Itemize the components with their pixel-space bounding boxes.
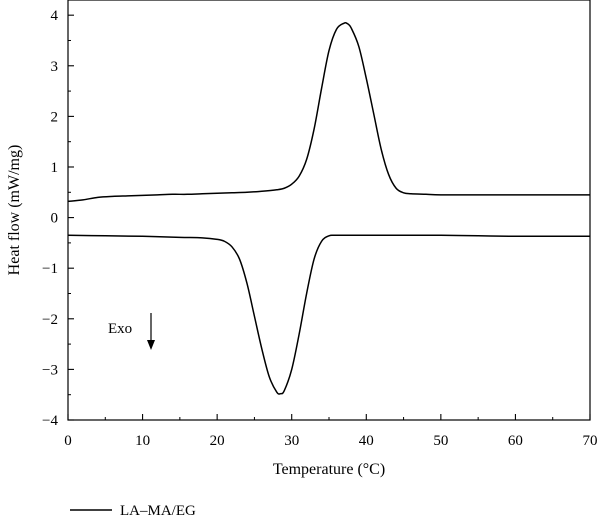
y-tick-label: 3: [51, 59, 59, 75]
series-line-cooling: [67, 234, 590, 395]
y-tick-label: 4: [51, 8, 59, 24]
legend: LA–MA/EG: [70, 503, 196, 519]
x-tick-label: 70: [583, 433, 598, 449]
down-arrow-icon: [147, 340, 155, 350]
y-tick-label: −2: [42, 312, 58, 328]
x-tick-label: 20: [210, 433, 225, 449]
x-tick-label: 10: [135, 433, 150, 449]
axis-ticks: 0 10 20 30 40 50 60 70 −4 −3 −2 −1 0 1 2 3 4: [42, 8, 597, 449]
y-tick-label: −1: [42, 261, 58, 277]
legend-label: LA–MA/EG: [120, 503, 196, 519]
y-tick-label: 1: [51, 160, 59, 176]
series-lines: [67, 22, 590, 395]
series-line-heating: [67, 22, 590, 203]
x-tick-label: 60: [508, 433, 523, 449]
x-tick-label: 50: [433, 433, 448, 449]
x-tick-label: 30: [284, 433, 299, 449]
y-tick-label: 0: [51, 211, 59, 227]
x-axis-title: Temperature (°C): [273, 461, 385, 478]
y-tick-label: −3: [42, 362, 58, 378]
exo-annotation: Exo: [108, 313, 155, 350]
y-tick-label: 2: [51, 109, 59, 125]
x-tick-label: 0: [64, 433, 72, 449]
exo-label: Exo: [108, 321, 132, 337]
y-tick-label: −4: [42, 413, 58, 429]
y-axis-title: Heat flow (mW/mg): [6, 145, 23, 276]
x-tick-label: 40: [359, 433, 374, 449]
plot-frame: [67, 0, 591, 421]
